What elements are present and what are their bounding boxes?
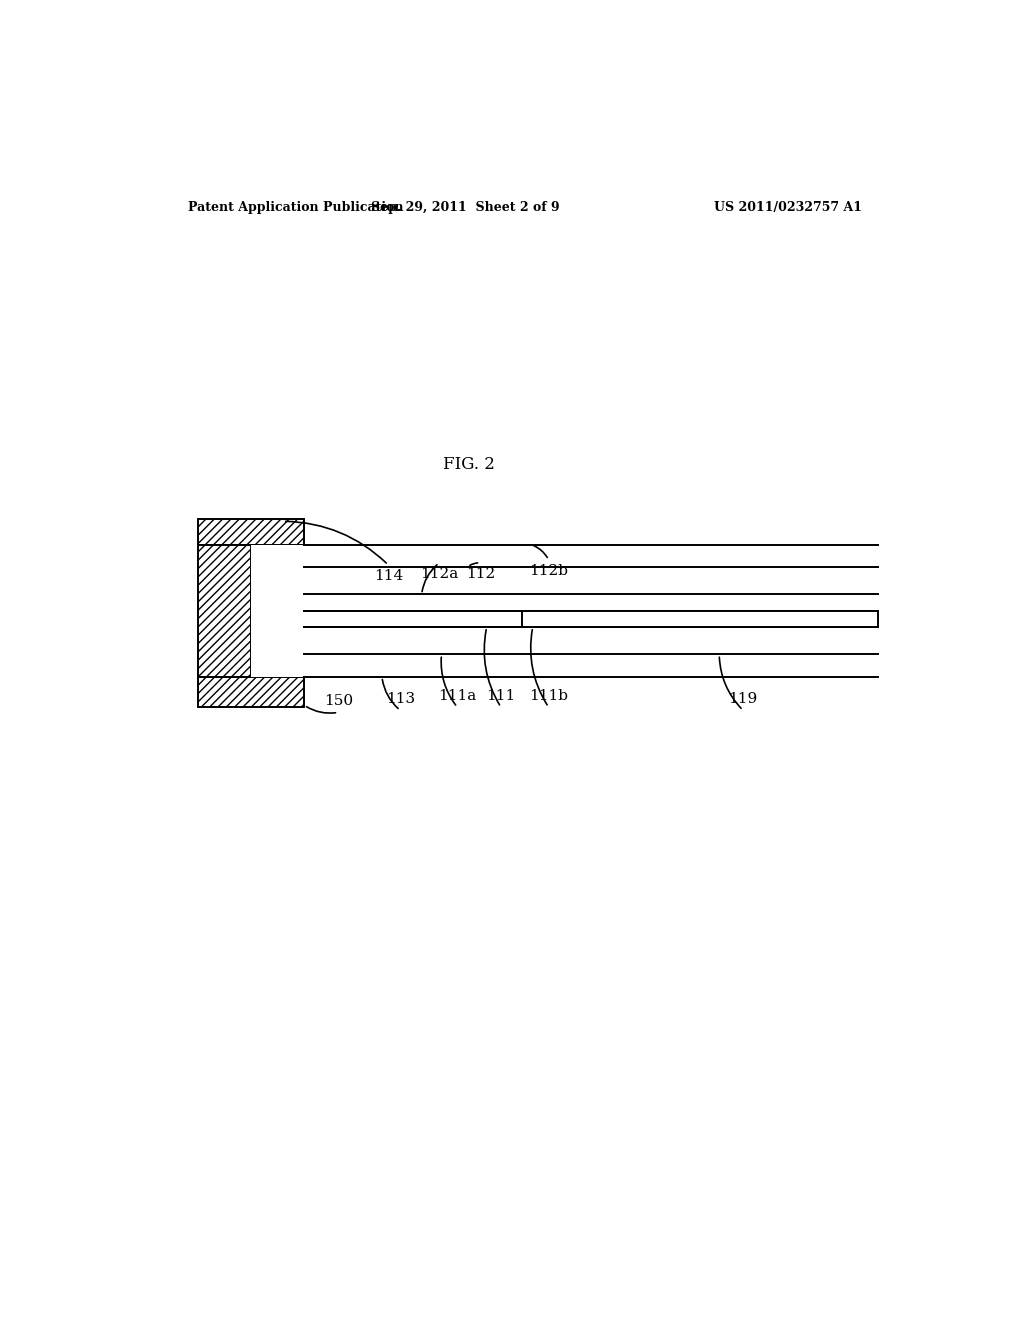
Text: 112a: 112a <box>420 568 458 581</box>
Bar <box>198 545 251 677</box>
Text: 111a: 111a <box>438 689 476 704</box>
Bar <box>198 677 304 708</box>
Text: 114: 114 <box>374 569 402 583</box>
Text: 112b: 112b <box>529 564 568 578</box>
Bar <box>251 545 304 677</box>
Text: 111: 111 <box>486 689 516 704</box>
Text: 113: 113 <box>386 692 415 706</box>
Text: 150: 150 <box>324 694 353 709</box>
Bar <box>522 611 878 627</box>
Bar <box>198 519 304 545</box>
Text: FIG. 2: FIG. 2 <box>443 457 496 474</box>
Text: Patent Application Publication: Patent Application Publication <box>187 201 403 214</box>
Text: 112: 112 <box>466 568 495 581</box>
Text: 111b: 111b <box>529 689 568 704</box>
Text: Sep. 29, 2011  Sheet 2 of 9: Sep. 29, 2011 Sheet 2 of 9 <box>371 201 559 214</box>
Text: 119: 119 <box>728 692 758 706</box>
Text: US 2011/0232757 A1: US 2011/0232757 A1 <box>714 201 862 214</box>
Bar <box>522 611 878 627</box>
